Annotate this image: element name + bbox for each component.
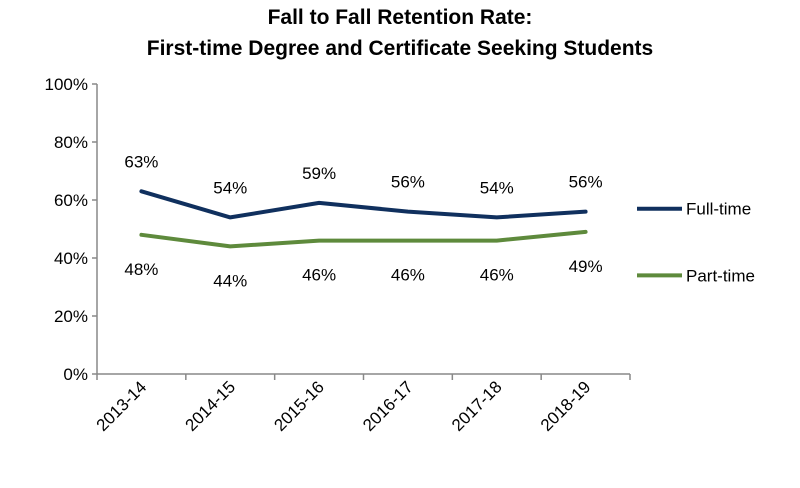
chart-title-line-2: First-time Degree and Certificate Seekin… (146, 37, 654, 60)
data-label: 46% (391, 266, 425, 285)
data-label: 46% (302, 266, 336, 285)
x-tick-label: 2014-15 (182, 377, 240, 435)
y-tick-label: 20% (54, 307, 88, 326)
y-tick-label: 0% (63, 365, 88, 384)
data-label: 54% (213, 178, 247, 197)
series-line-part-time (139, 229, 588, 249)
y-tick-label: 40% (54, 249, 88, 268)
data-label: 44% (213, 271, 247, 290)
data-label: 56% (569, 173, 603, 192)
data-label: 46% (480, 266, 514, 285)
y-tick-label: 100% (45, 75, 88, 94)
chart-title-line-1: Fall to Fall Retention Rate: (267, 6, 533, 29)
legend-label-part-time: Part-time (686, 266, 755, 285)
data-label: 54% (480, 178, 514, 197)
x-tick-label: 2017-18 (448, 377, 506, 435)
data-label: 49% (569, 257, 603, 276)
x-tick-label: 2013-14 (93, 377, 151, 435)
legend-label-full-time: Full-time (686, 200, 751, 219)
data-label: 63% (124, 152, 158, 171)
x-tick-label: 2015-16 (270, 377, 328, 435)
chart-title: Fall to Fall Retention Rate: First-time … (0, 2, 800, 64)
data-label: 56% (391, 173, 425, 192)
series-line-full-time (139, 189, 588, 220)
x-tick-label: 2018-19 (537, 377, 595, 435)
x-tick-label: 2016-17 (359, 377, 417, 435)
data-label: 48% (124, 260, 158, 279)
y-tick-label: 60% (54, 191, 88, 210)
data-label: 59% (302, 164, 336, 183)
y-tick-label: 80% (54, 133, 88, 152)
